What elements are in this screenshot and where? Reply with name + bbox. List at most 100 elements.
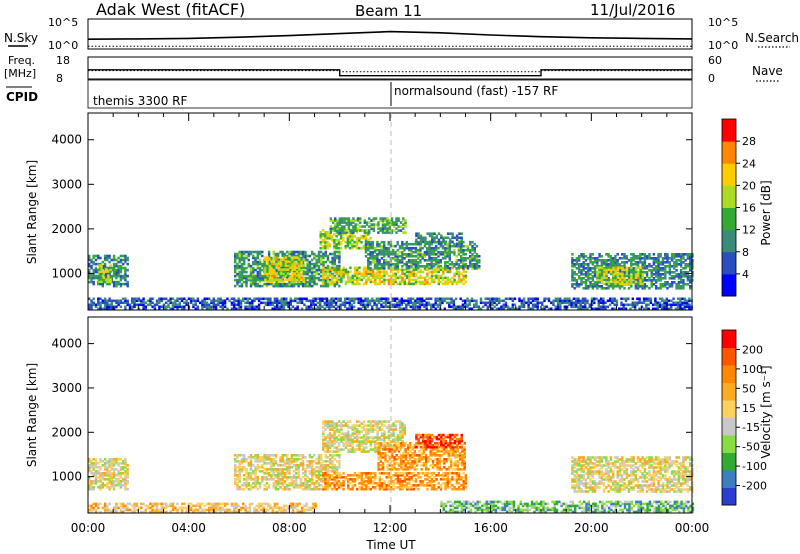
heatmap-cell [335,280,339,284]
heatmap-cell [464,266,468,270]
heatmap-cell [338,258,341,262]
heatmap-cell [368,217,371,220]
heatmap-cell [283,468,287,471]
heatmap-cell [115,462,118,465]
heatmap-cell [119,305,123,309]
heatmap-cell [534,297,537,301]
heatmap-cell [605,253,608,256]
heatmap-cell [101,260,104,264]
heatmap-cell [297,474,300,477]
heatmap-cell [630,274,633,278]
heatmap-cell [364,244,368,248]
heatmap-cell [349,266,352,270]
heatmap-cell [101,284,104,288]
heatmap-cell [274,462,278,465]
heatmap-cell [176,297,179,301]
heatmap-cell [677,281,681,284]
heatmap-cell [103,458,107,461]
heatmap-cell [171,307,175,311]
heatmap-cell [234,480,237,483]
heatmap-cell [650,265,653,268]
heatmap-cell [245,256,248,260]
heatmap-cell [645,275,649,278]
heatmap-cell [507,297,510,301]
heatmap-cell [377,299,381,303]
heatmap-cell [582,273,585,276]
heatmap-cell [244,301,247,305]
heatmap-cell [407,301,410,305]
heatmap-cell [607,278,611,282]
heatmap-cell [263,454,266,457]
heatmap-cell [575,273,579,276]
heatmap-cell [616,279,619,282]
heatmap-cell [277,268,281,271]
heatmap-cell [353,299,356,303]
heatmap-cell [347,440,350,443]
heatmap-cell [102,276,105,279]
heatmap-cell [306,268,309,272]
heatmap-cell [280,305,283,309]
heatmap-cell [243,268,246,272]
heatmap-cell [396,257,399,260]
heatmap-cell [637,270,640,274]
heatmap-cell [639,259,642,262]
heatmap-cell [273,299,277,303]
heatmap-cell [358,272,361,276]
heatmap-cell [575,303,578,307]
heatmap-cell [258,274,262,278]
heatmap-cell [280,258,283,261]
heatmap-cell [353,282,357,286]
heatmap-cell [112,299,116,303]
heatmap-cell [580,265,583,268]
heatmap-cell [288,484,291,487]
heatmap-cell [621,282,624,286]
heatmap-cell [101,460,104,463]
heatmap-cell [305,297,308,301]
heatmap-cell [320,478,323,481]
heatmap-cell [108,299,111,303]
heatmap-cell [119,462,123,465]
heatmap-cell [234,478,237,481]
heatmap-cell [133,303,136,307]
heatmap-cell [282,270,285,273]
heatmap-cell [649,299,653,303]
heatmap-cell [131,307,134,311]
heatmap-cell [616,268,620,272]
heatmap-cell [681,303,684,307]
heatmap-cell [368,231,371,234]
heatmap-cell [365,268,368,272]
heatmap-cell [365,272,368,276]
heatmap-cell [346,307,349,311]
heatmap-cell [397,225,400,228]
heatmap-cell [273,305,277,309]
heatmap-cell [287,301,290,305]
heatmap-cell [253,299,256,303]
heatmap-cell [547,307,551,311]
heatmap-cell [412,263,415,266]
heatmap-cell [286,266,289,270]
heatmap-cell [518,307,521,311]
heatmap-cell [322,270,325,274]
heatmap-cell [333,238,336,242]
heatmap-cell [448,280,452,284]
heatmap-cell [254,278,257,282]
heatmap-cell [243,474,246,477]
heatmap-cell [479,299,483,303]
heatmap-cell [251,299,254,303]
heatmap-cell [165,305,168,309]
heatmap-cell [689,263,692,266]
heatmap-cell [444,242,447,246]
heatmap-cell [358,266,361,270]
heatmap-cell [442,270,445,274]
heatmap-cell [453,253,456,256]
heatmap-cell [419,244,422,248]
heatmap-cell [315,254,318,258]
heatmap-cell [367,246,370,250]
heatmap-cell [235,307,238,311]
heatmap-cell [584,259,588,262]
heatmap-cell [99,487,102,491]
heatmap-cell [345,223,348,226]
heatmap-cell [603,278,606,282]
heatmap-cell [339,297,342,301]
heatmap-cell [101,266,104,270]
